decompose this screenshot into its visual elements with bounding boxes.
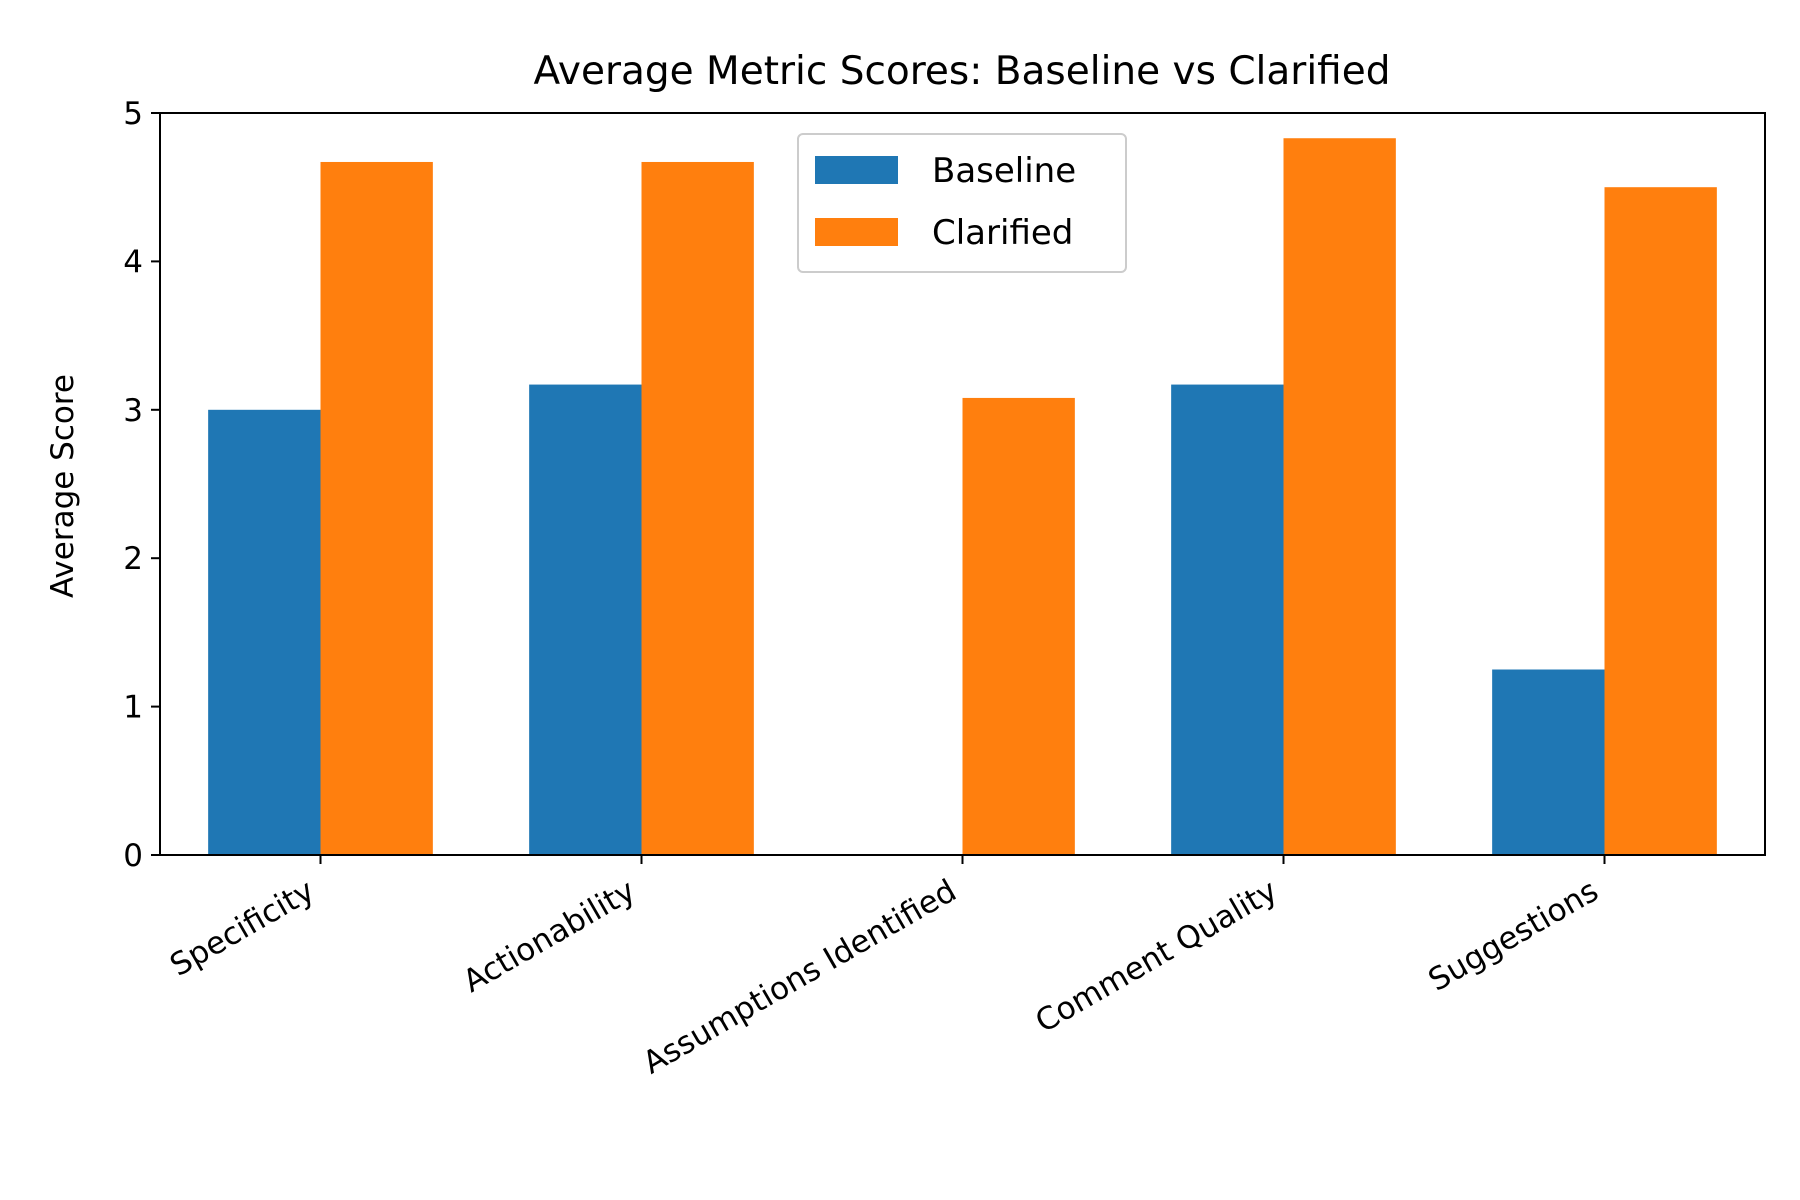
bar-clarified-actionability bbox=[641, 161, 754, 856]
bar-baseline-comment-quality bbox=[1171, 384, 1284, 855]
bar-clarified-suggestions bbox=[1604, 187, 1717, 855]
legend-swatch-baseline bbox=[815, 156, 898, 184]
legend-swatch-clarified bbox=[815, 218, 898, 246]
legend: Baseline Clarified bbox=[797, 133, 1127, 273]
y-ticks-group: 0 1 2 3 4 5 bbox=[123, 96, 160, 874]
y-axis-label: Average Score bbox=[45, 374, 81, 598]
bar-baseline-specificity bbox=[208, 409, 321, 855]
y-tick-label: 0 bbox=[123, 838, 143, 874]
bars-group bbox=[208, 138, 1717, 856]
y-tick-label: 1 bbox=[123, 690, 143, 726]
legend-label-clarified: Clarified bbox=[932, 213, 1073, 253]
y-tick-label: 2 bbox=[123, 541, 143, 577]
bar-baseline-suggestions bbox=[1492, 669, 1605, 855]
chart-title: Average Metric Scores: Baseline vs Clari… bbox=[534, 49, 1391, 94]
legend-label-baseline: Baseline bbox=[932, 151, 1076, 191]
y-tick-label: 3 bbox=[123, 393, 143, 429]
bar-clarified-assumptions-identified bbox=[962, 397, 1075, 855]
y-tick-label: 5 bbox=[123, 96, 143, 132]
plot-frame bbox=[159, 112, 1766, 856]
bar-clarified-specificity bbox=[320, 161, 433, 856]
y-tick-label: 4 bbox=[123, 244, 143, 280]
bar-clarified-comment-quality bbox=[1283, 138, 1396, 856]
bar-baseline-actionability bbox=[529, 384, 642, 855]
